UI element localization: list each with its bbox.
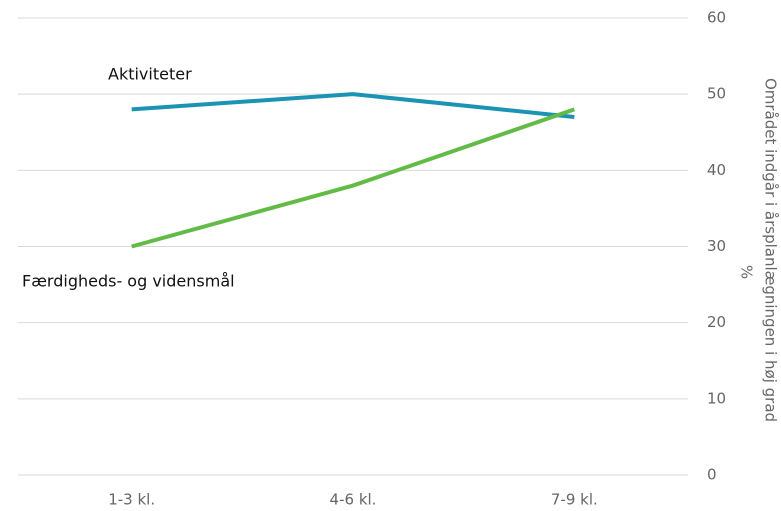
y-tick-label: 20: [707, 313, 726, 331]
series-label: Aktiviteter: [108, 65, 192, 84]
series-label: Færdigheds- og vidensmål: [22, 272, 235, 291]
y-tick-label: 40: [707, 161, 726, 179]
y-axis-unit: %: [738, 265, 756, 279]
y-tick-label: 60: [707, 9, 726, 27]
y-tick-label: 30: [707, 237, 726, 255]
y-tick-label: 10: [707, 389, 726, 407]
series-line: [131, 92, 575, 120]
y-axis-title: Området indgår i årsplanlægningen i høj …: [762, 78, 780, 422]
y-tick-label: 0: [707, 466, 717, 484]
x-tick-label: 4-6 kl.: [330, 491, 377, 509]
series-line: [131, 107, 575, 249]
y-tick-label: 50: [707, 85, 726, 103]
x-tick-label: 7-9 kl.: [551, 491, 598, 509]
x-tick-label: 1-3 kl.: [108, 491, 155, 509]
